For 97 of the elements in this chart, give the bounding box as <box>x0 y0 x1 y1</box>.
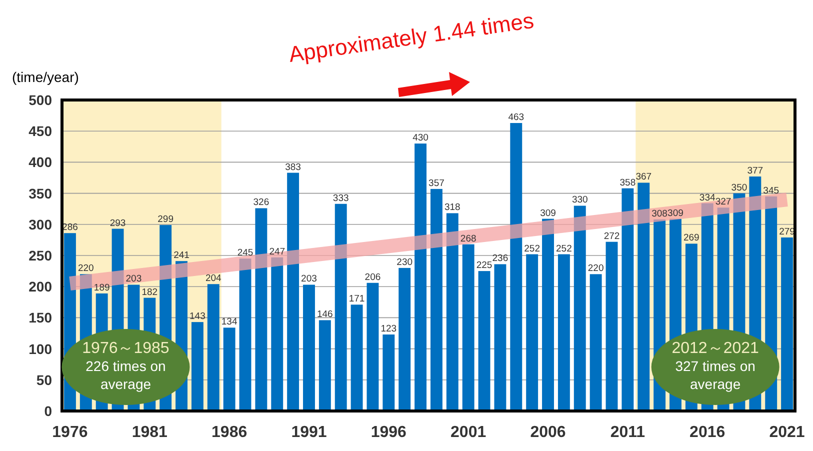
bar <box>558 254 570 411</box>
data-label: 299 <box>158 214 174 226</box>
bar <box>590 274 602 411</box>
data-label: 182 <box>142 286 158 298</box>
data-label: 203 <box>301 274 317 285</box>
y-tick-label: 200 <box>28 278 52 295</box>
bar <box>334 204 347 411</box>
data-label: 327 <box>715 196 732 208</box>
data-label: 143 <box>190 311 206 322</box>
bar <box>398 268 411 411</box>
data-label: 333 <box>332 192 349 204</box>
x-tick-label: 2016 <box>690 424 726 441</box>
x-tick-label: 2006 <box>530 424 566 441</box>
data-label: 146 <box>316 309 333 320</box>
bar <box>462 244 474 411</box>
bar <box>191 322 204 411</box>
x-tick-label: 1986 <box>212 424 248 441</box>
data-label: 377 <box>747 166 764 177</box>
data-label: 241 <box>174 250 190 262</box>
y-tick-label: 250 <box>28 248 52 264</box>
bar <box>542 218 554 411</box>
data-label: 225 <box>476 260 492 272</box>
data-label: 123 <box>380 323 397 334</box>
data-label: 463 <box>508 112 524 124</box>
data-label: 330 <box>572 194 588 206</box>
x-tick-label: 1991 <box>291 424 327 441</box>
data-label: 171 <box>348 294 365 305</box>
bar <box>223 328 236 411</box>
data-label: 236 <box>492 253 508 264</box>
bar <box>494 264 506 411</box>
bar <box>366 282 379 411</box>
data-label: 206 <box>364 272 381 283</box>
data-label: 272 <box>604 230 620 242</box>
band-label: 2012～2021 327 times on average <box>672 340 760 392</box>
data-label: 334 <box>699 192 716 204</box>
bar <box>638 182 650 411</box>
data-label: 357 <box>428 178 444 189</box>
y-axis-title: (time/year) <box>12 69 79 85</box>
data-label: 367 <box>636 172 652 183</box>
data-label: 430 <box>412 132 428 144</box>
data-label: 358 <box>620 177 636 188</box>
data-label: 220 <box>588 263 604 274</box>
bar <box>446 213 458 411</box>
bar <box>622 188 634 411</box>
band-label: 1976～1985 226 times on average <box>82 340 170 392</box>
bar <box>350 304 363 411</box>
data-label: 308 <box>652 208 668 220</box>
data-label: 230 <box>396 256 413 268</box>
y-tick-label: 300 <box>28 216 52 232</box>
bar <box>430 188 442 411</box>
bar <box>318 320 331 411</box>
x-tick-label: 2011 <box>610 424 646 441</box>
y-tick-label: 500 <box>28 92 52 108</box>
data-label: 309 <box>668 208 684 219</box>
y-tick-label: 400 <box>28 154 52 170</box>
data-label: 252 <box>556 243 572 254</box>
bar <box>414 144 427 411</box>
text: Approximately 1.44 times <box>287 8 536 67</box>
data-label: 203 <box>126 274 142 285</box>
data-label: 293 <box>110 218 126 229</box>
data-label: 326 <box>253 197 270 208</box>
x-tick-label: 2001 <box>450 424 486 441</box>
data-label: 318 <box>444 202 460 214</box>
data-label: 247 <box>269 246 286 258</box>
bar <box>606 242 618 411</box>
y-tick-label: 0 <box>44 403 52 419</box>
data-label: 245 <box>237 248 254 259</box>
bar <box>574 206 586 411</box>
x-tick-label: 1996 <box>370 424 407 441</box>
data-label: 204 <box>205 273 222 284</box>
bar <box>303 284 315 411</box>
data-label: 383 <box>285 162 301 173</box>
bar <box>478 271 490 411</box>
data-label: 350 <box>731 182 748 194</box>
data-label: 269 <box>683 232 700 244</box>
y-tick-label: 450 <box>28 123 52 140</box>
data-label: 268 <box>460 233 476 244</box>
bar <box>255 208 268 411</box>
data-label: 309 <box>540 208 556 219</box>
y-tick-label: 150 <box>28 310 52 326</box>
x-tick-label: 1976 <box>52 424 88 441</box>
bar <box>287 172 300 411</box>
bar <box>510 123 522 411</box>
x-tick-label: 1981 <box>132 424 168 441</box>
y-tick-label: 50 <box>36 372 52 388</box>
x-tick-label: 2021 <box>769 424 805 441</box>
y-tick-label: 350 <box>28 185 52 202</box>
bar <box>781 237 794 411</box>
bar <box>382 334 395 411</box>
data-label: 189 <box>94 282 110 294</box>
data-label: 252 <box>524 243 540 254</box>
data-label: 220 <box>78 263 94 274</box>
y-tick-label: 100 <box>28 340 52 357</box>
bar <box>526 254 538 411</box>
data-label: 134 <box>221 316 238 328</box>
bar <box>207 284 220 411</box>
data-label: 345 <box>763 185 780 196</box>
